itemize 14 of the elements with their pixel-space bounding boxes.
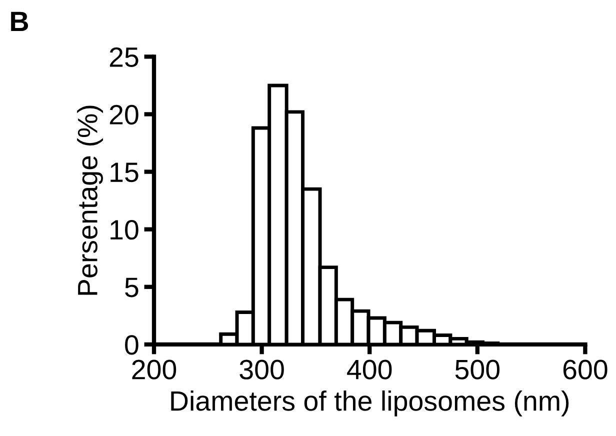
x-tick-label: 200	[132, 360, 176, 380]
x-tick-label: 300	[240, 360, 284, 380]
text: B	[11, 12, 28, 32]
y-tick-label: 20	[110, 104, 138, 125]
x-tick-label: 400	[347, 360, 392, 380]
y-tick-label: 15	[110, 162, 138, 182]
y-tick-label: 25	[110, 47, 138, 68]
y-axis-title: Persentage (%)	[77, 106, 103, 295]
y-tick-label: 0	[125, 335, 138, 355]
x-axis-title: Diameters of the liposomes (nm)	[171, 390, 569, 416]
x-tick-label: 500	[455, 360, 500, 380]
y-tick-label: 5	[125, 278, 138, 298]
x-tick-label: 600	[563, 360, 608, 380]
y-tick-label: 10	[110, 220, 138, 240]
